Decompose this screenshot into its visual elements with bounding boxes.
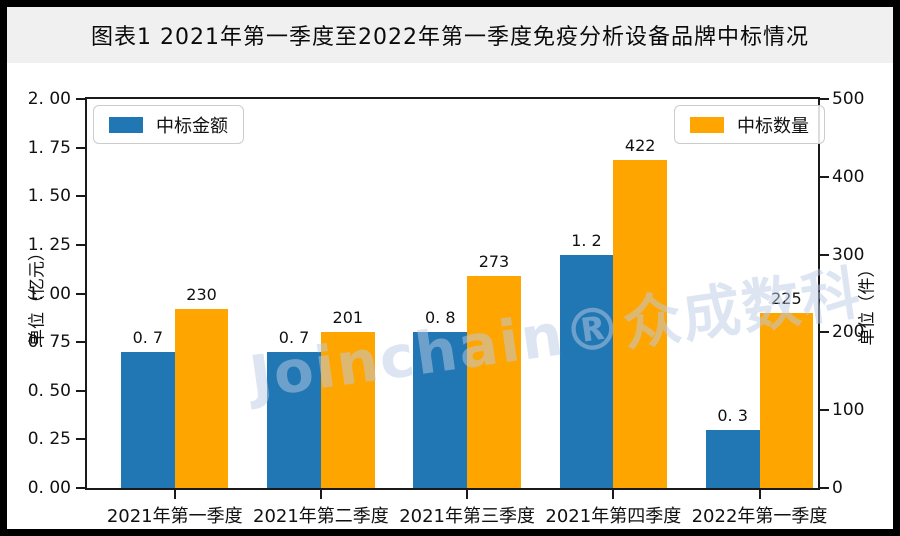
x-tick: [612, 490, 615, 499]
legend-amount: 中标金额: [93, 105, 244, 144]
x-tick-label: 2021年第四季度: [545, 506, 682, 527]
y-tick-label-left: 0. 75: [27, 332, 71, 353]
bar-count: [174, 309, 229, 488]
bar-amount: [413, 332, 468, 488]
chart-area: Joinchain®众成数科 单位（亿元） 单位（件） 0. 00 0. 25 0.…: [7, 63, 893, 529]
x-tick: [758, 490, 761, 499]
y-tick-label-left: 1. 75: [27, 137, 71, 158]
y-tick-right: [820, 253, 829, 256]
bar-value-label: 273: [478, 251, 510, 271]
right-axis-title: 单位（件）: [857, 260, 878, 346]
x-tick-label: 2021年第二季度: [253, 506, 389, 527]
y-tick-label-right: 500: [832, 89, 865, 109]
y-tick-label-right: 300: [832, 244, 865, 265]
plot-area: 0. 00 0. 25 0. 50 0. 75 1. 00 1. 25 1. 50 1. 75…: [28, 89, 865, 527]
y-tick-label-left: 1. 00: [27, 283, 71, 304]
y-tick-left: [76, 438, 85, 441]
y-tick-right: [820, 487, 829, 489]
bar-value-label: 225: [771, 288, 802, 308]
x-tick-label: 2021年第一季度: [106, 506, 243, 527]
bar-value-label: 0. 8: [424, 308, 456, 328]
y-tick-label-left: 0. 25: [27, 429, 71, 450]
y-tick-label-left: 0. 50: [27, 380, 71, 401]
y-tick-label-right: 100: [832, 400, 865, 421]
bar-count: [467, 275, 521, 488]
y-tick-right: [820, 98, 829, 100]
y-tick-label-right: 400: [832, 166, 865, 187]
y-tick-left: [76, 292, 85, 295]
bar-count: [320, 331, 375, 488]
chart-title: 图表1 2021年第一季度至2022年第一季度免疫分析设备品牌中标情况: [91, 25, 809, 50]
y-tick-label-right: 0: [832, 478, 843, 498]
legend-label-count: 中标数量: [737, 115, 809, 137]
x-tick: [319, 490, 322, 499]
bar-count: [759, 312, 814, 488]
y-tick-right: [820, 175, 829, 178]
y-tick-left: [76, 487, 85, 489]
y-tick-left: [76, 389, 85, 392]
x-tick-label: 2021年第三季度: [399, 506, 536, 527]
bar-value-label: 0. 7: [132, 327, 164, 347]
legend-swatch-amount-icon: [109, 116, 143, 133]
legend-count: 中标数量: [674, 105, 825, 144]
chart-title-bar: 图表1 2021年第一季度至2022年第一季度免疫分析设备品牌中标情况: [7, 7, 893, 63]
bar-amount: [705, 429, 760, 488]
y-tick-left: [76, 98, 85, 100]
y-tick-left: [76, 243, 85, 246]
bar-value-label: 422: [624, 135, 656, 155]
y-tick-label-left: 1. 50: [27, 186, 71, 207]
y-tick-label-left: 1. 25: [27, 234, 71, 255]
x-tick: [466, 490, 469, 499]
bar-count: [613, 159, 668, 488]
y-tick-label-right: 200: [832, 322, 865, 343]
figure-panel: 图表1 2021年第一季度至2022年第一季度免疫分析设备品牌中标情况 Join…: [7, 7, 893, 529]
legend-label-amount: 中标金额: [156, 115, 228, 137]
bar-amount: [267, 351, 321, 488]
y-tick-left: [76, 341, 85, 344]
y-tick-right: [820, 331, 829, 334]
left-axis-title: 单位（亿元）: [27, 244, 48, 346]
bar-amount: [120, 351, 175, 488]
bar-amount: [559, 254, 614, 488]
y-tick-right: [820, 409, 829, 412]
y-tick-label-left: 0. 00: [27, 478, 71, 498]
bar-value-label: 1. 2: [571, 230, 602, 250]
y-tick-left: [76, 146, 85, 149]
bar-value-label: 0. 3: [717, 405, 748, 425]
bar-value-label: 0. 7: [278, 327, 310, 347]
bar-value-label: 230: [186, 285, 217, 305]
x-tick: [173, 490, 176, 499]
y-tick-label-left: 2. 00: [27, 89, 71, 109]
bar-value-label: 201: [332, 307, 364, 327]
y-tick-left: [76, 195, 85, 198]
legend-swatch-count-icon: [690, 116, 724, 133]
x-tick-label: 2022年第一季度: [691, 506, 828, 527]
